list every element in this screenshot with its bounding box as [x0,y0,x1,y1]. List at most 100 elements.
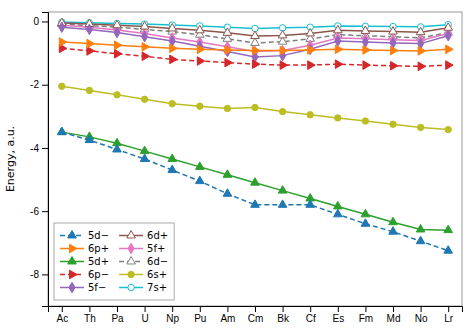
point [335,60,342,69]
point [170,44,177,53]
legend-label: 6d+ [147,230,168,241]
x-tick: U [141,306,148,324]
point [444,225,453,232]
point [278,186,287,193]
x-tick-mark [310,306,311,312]
point [142,42,149,51]
point [389,227,398,234]
x-axis-line [49,307,463,313]
legend-label: 5f+ [147,243,165,254]
point [142,52,149,61]
point [140,146,149,153]
series [58,127,453,232]
y-tick-mark [42,148,48,149]
x-tick: Es [332,306,344,324]
point [416,225,425,232]
point [223,189,232,196]
x-tick: Lr [444,306,454,324]
point [308,46,315,55]
x-tick-label: Cf [306,313,316,324]
point [140,22,149,29]
legend-marker [70,270,77,279]
x-tick-label: Am [220,313,235,324]
series [59,22,451,62]
point [251,178,260,185]
point [445,30,451,41]
point [335,45,342,54]
y-tick-label: -8 [30,269,39,280]
legend: 5d−6p+5d+6p−5f−6d+5f+6d−6s+7s+ [54,223,174,300]
legend-marker [68,257,77,264]
legend-marker [128,243,134,254]
point [86,87,92,93]
point [416,27,425,34]
point [390,121,396,127]
x-tick-label: Th [84,313,96,324]
y-tick-label: -4 [30,143,39,154]
point [389,217,398,224]
point [252,104,258,110]
x-tick: Np [166,306,179,324]
plot: AcThPaUNpPuAmCmBkCfEsFmMdNoLr0-2-4-6-85d… [30,12,462,324]
legend-marker [127,257,136,264]
point [59,22,65,33]
point [361,219,370,226]
point [87,47,94,56]
point [85,135,94,142]
point [169,100,175,106]
x-axis: AcThPaUNpPuAmCmBkCfEsFmMdNoLr [49,306,463,324]
legend-item: 5d+ [60,256,109,267]
point [416,236,425,243]
x-tick-mark [227,306,228,312]
point [113,145,122,152]
point [278,200,287,207]
x-tick-mark [338,306,339,312]
point [115,41,122,50]
x-tick-label: Cm [248,313,264,324]
point [362,118,368,124]
legend-item: 6s+ [119,269,167,280]
series [59,38,453,55]
point [334,25,343,32]
legend-label: 6p+ [88,243,109,254]
point [197,45,204,54]
x-tick-mark [89,306,90,312]
legend-marker [128,284,134,290]
legend-frame [54,223,174,300]
legend-item: 5f+ [119,243,165,254]
point [306,29,315,36]
series [59,83,452,133]
legend-label: 6d− [147,256,168,267]
point [446,45,453,54]
point [335,115,341,121]
legend-label: 5d− [88,230,109,241]
x-tick-label: Lr [444,313,454,324]
series [59,44,453,71]
x-tick: Ac [56,306,68,324]
x-tick-label: Pu [194,313,206,324]
x-tick-mark [283,306,284,312]
x-tick: Pu [194,306,206,324]
legend-marker [70,244,77,253]
point [417,124,423,130]
legend-item: 6d+ [119,230,168,241]
point [251,31,260,38]
point [306,200,315,207]
x-tick-label: Es [332,313,344,324]
legend-item: 6p− [60,269,109,280]
point [444,23,453,30]
x-tick: Md [387,306,401,324]
point [196,162,205,169]
y-axis: 0-2-4-6-8 [30,13,48,307]
x-tick-mark [145,306,146,312]
y-tick-mark [42,211,48,212]
legend-item: 7s+ [119,282,167,293]
legend-label: 7s+ [147,282,167,293]
x-tick-mark [255,306,256,312]
point [223,28,232,35]
point [253,46,260,55]
x-tick-label: Md [387,313,401,324]
legend-marker [68,231,77,238]
point [87,39,94,48]
point [280,61,287,70]
